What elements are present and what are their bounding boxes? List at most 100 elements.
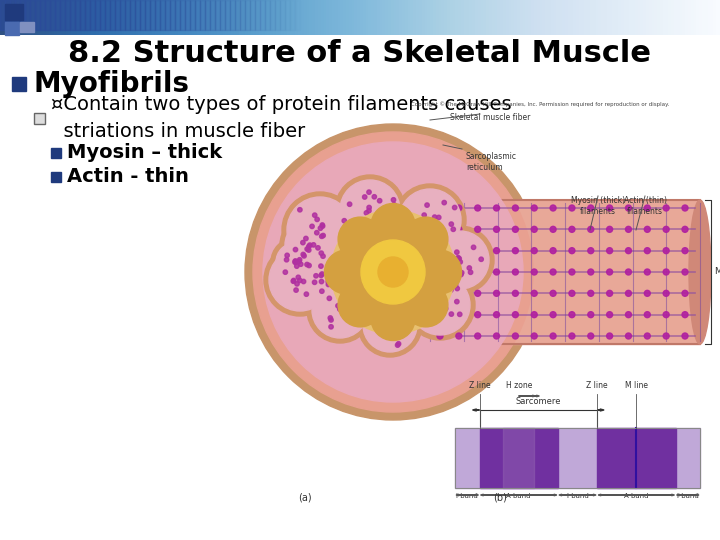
Circle shape — [301, 252, 305, 256]
Circle shape — [682, 312, 688, 318]
Circle shape — [449, 312, 454, 316]
Circle shape — [318, 226, 323, 231]
Circle shape — [309, 261, 351, 303]
FancyArrow shape — [598, 494, 636, 496]
Circle shape — [412, 299, 416, 303]
Text: I band: I band — [567, 493, 588, 499]
Circle shape — [285, 253, 289, 258]
Circle shape — [326, 282, 330, 287]
Bar — [5, 4, 23, 20]
Circle shape — [437, 269, 443, 275]
Circle shape — [493, 291, 500, 296]
Circle shape — [513, 312, 518, 318]
Circle shape — [353, 242, 357, 247]
Circle shape — [433, 290, 437, 295]
Circle shape — [479, 257, 483, 261]
Bar — [70, 0, 75, 30]
Circle shape — [319, 279, 324, 284]
Bar — [165, 0, 170, 30]
Bar — [455, 428, 700, 488]
Text: H zone: H zone — [505, 381, 532, 390]
Circle shape — [361, 240, 425, 304]
Text: Sarcomere: Sarcomere — [516, 397, 561, 406]
Circle shape — [459, 272, 463, 277]
Bar — [270, 0, 275, 30]
Circle shape — [682, 291, 688, 296]
Circle shape — [346, 298, 350, 302]
Bar — [195, 0, 200, 30]
Circle shape — [331, 273, 336, 277]
Circle shape — [448, 277, 452, 281]
Bar — [135, 0, 140, 30]
Circle shape — [380, 291, 384, 296]
Circle shape — [474, 312, 481, 318]
Bar — [85, 0, 90, 30]
Text: Myosin – thick: Myosin – thick — [67, 144, 222, 163]
Circle shape — [422, 252, 468, 298]
Circle shape — [454, 299, 459, 304]
Bar — [100, 0, 105, 30]
Circle shape — [569, 226, 575, 232]
Text: A band: A band — [506, 493, 531, 499]
Circle shape — [344, 308, 348, 313]
Circle shape — [493, 312, 500, 318]
Circle shape — [423, 219, 427, 224]
Circle shape — [401, 239, 405, 243]
Circle shape — [626, 248, 631, 254]
Circle shape — [312, 213, 317, 218]
Circle shape — [439, 308, 444, 312]
Bar — [130, 0, 135, 30]
Circle shape — [271, 238, 319, 286]
Circle shape — [371, 325, 375, 329]
Bar — [265, 0, 270, 30]
Circle shape — [328, 280, 332, 285]
Circle shape — [588, 291, 594, 296]
Bar — [240, 0, 245, 30]
Circle shape — [399, 189, 461, 251]
FancyArrow shape — [636, 494, 675, 496]
Ellipse shape — [689, 200, 711, 344]
Circle shape — [550, 291, 556, 296]
Circle shape — [304, 237, 308, 241]
Circle shape — [365, 292, 369, 296]
Bar — [51, 148, 61, 158]
Circle shape — [346, 252, 351, 256]
Bar — [180, 0, 185, 30]
Circle shape — [291, 279, 295, 284]
Circle shape — [338, 278, 343, 282]
FancyArrow shape — [456, 494, 467, 496]
Circle shape — [392, 202, 396, 207]
Bar — [235, 0, 240, 30]
Text: Actin - thin: Actin - thin — [67, 167, 189, 186]
Bar — [45, 0, 50, 30]
FancyArrow shape — [467, 494, 479, 496]
Circle shape — [320, 223, 325, 227]
Text: A band: A band — [624, 493, 649, 499]
Circle shape — [351, 246, 355, 250]
Circle shape — [316, 246, 320, 250]
Bar — [503, 428, 534, 488]
Circle shape — [457, 256, 462, 261]
Circle shape — [370, 284, 374, 289]
Bar — [10, 0, 15, 30]
Circle shape — [302, 279, 306, 284]
Circle shape — [361, 244, 365, 248]
Circle shape — [456, 333, 462, 339]
Bar — [35, 0, 40, 30]
Circle shape — [472, 245, 476, 249]
Circle shape — [588, 226, 594, 232]
Bar — [120, 0, 125, 30]
Bar — [220, 0, 225, 30]
Circle shape — [607, 248, 613, 254]
Circle shape — [415, 303, 420, 308]
Bar — [210, 0, 215, 30]
Circle shape — [410, 315, 415, 320]
Circle shape — [389, 274, 441, 326]
Circle shape — [682, 333, 688, 339]
Circle shape — [404, 283, 448, 327]
Circle shape — [607, 291, 613, 296]
Circle shape — [663, 312, 669, 318]
Circle shape — [437, 205, 443, 211]
Bar — [0, 0, 720, 35]
Circle shape — [362, 195, 367, 199]
